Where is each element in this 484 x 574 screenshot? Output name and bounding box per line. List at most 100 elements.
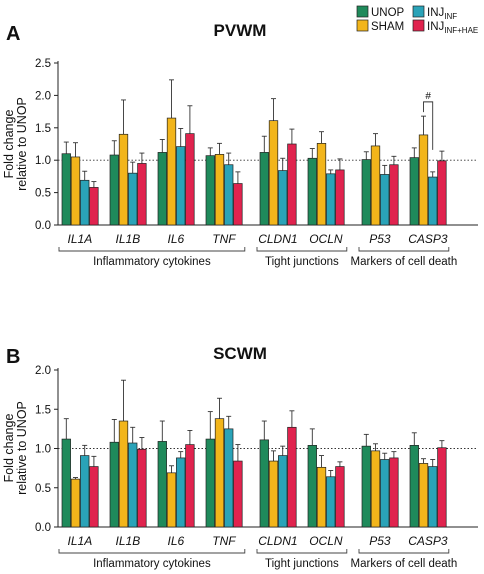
bar	[278, 170, 288, 226]
bar	[80, 455, 90, 528]
bar	[307, 157, 317, 226]
bar	[335, 466, 345, 528]
y-tick-label: 1.5	[35, 123, 51, 135]
group-bracket	[256, 247, 348, 252]
legend-label: INJINF+HAE	[427, 21, 478, 35]
group-label: Inflammatory cytokines	[93, 558, 211, 570]
bar	[70, 156, 81, 226]
category-label: CASP3	[408, 534, 448, 548]
category-label: TNF	[212, 534, 236, 548]
bar	[118, 133, 129, 226]
category-label: OCLN	[309, 534, 343, 548]
legend-label-main: INJ	[427, 21, 444, 33]
y-tick-label: 0.0	[35, 220, 51, 232]
legend-label-sub: INF	[444, 12, 457, 21]
bar	[89, 466, 99, 528]
category-label: CLDN1	[258, 232, 297, 246]
bar	[61, 438, 71, 528]
bar	[268, 460, 279, 528]
y-tick-label: 1.0	[35, 444, 51, 456]
panel-title: PVWM	[214, 21, 267, 40]
category-label: CLDN1	[258, 534, 297, 548]
group-label: Tight junctions	[265, 256, 339, 268]
category-label: IL1B	[116, 232, 141, 246]
bar	[233, 460, 243, 528]
bar	[70, 478, 81, 528]
y-tick-label: 2.0	[35, 90, 51, 102]
bar	[380, 174, 390, 226]
y-tick-label: 1.0	[35, 155, 51, 167]
legend-label-main: INJ	[427, 7, 444, 19]
category-label: P53	[369, 534, 391, 548]
bar	[205, 438, 215, 528]
group-label: Markers of cell death	[351, 558, 458, 570]
legend-label: UNOP	[371, 7, 405, 19]
bar	[409, 445, 419, 528]
legend-swatch	[412, 19, 425, 32]
legend-swatch	[356, 19, 369, 32]
group-bracket	[358, 247, 450, 252]
group-label: Markers of cell death	[351, 256, 458, 268]
bar	[214, 154, 225, 226]
y-axis-label-line: Fold change	[2, 414, 16, 483]
bar	[326, 173, 336, 226]
y-axis-label-line: Fold change	[2, 110, 16, 179]
bar	[166, 472, 177, 528]
y-axis-label: Fold change relative to UNOP	[2, 401, 29, 495]
bar	[418, 463, 429, 528]
legend-swatch	[356, 5, 369, 18]
legend-label-sub: INF+HAE	[444, 26, 478, 35]
y-tick-label: 2.5	[35, 58, 51, 70]
legend-swatch	[412, 5, 425, 18]
y-tick-label: 1.5	[35, 404, 51, 416]
category-label: CASP3	[408, 232, 448, 246]
panel-a: A PVWM Fold change relative to UNOP 0.0 0.5 1.…	[2, 21, 478, 268]
bar	[137, 163, 147, 226]
category-label: P53	[369, 232, 391, 246]
bar	[361, 445, 371, 528]
bar	[166, 117, 177, 226]
legend-label: INJINF	[427, 7, 457, 21]
category-label: IL6	[168, 534, 185, 548]
bar	[61, 153, 71, 226]
category-label: OCLN	[309, 232, 343, 246]
bar	[176, 457, 186, 528]
bars	[61, 379, 447, 528]
bar	[370, 450, 381, 528]
legend-label: SHAM	[371, 21, 404, 33]
y-tick-label: 0.5	[35, 483, 51, 495]
bar	[137, 448, 147, 528]
bar	[287, 143, 297, 226]
significance-label: #	[425, 91, 431, 102]
bar	[157, 441, 167, 528]
bar	[409, 157, 419, 226]
bar	[205, 155, 215, 226]
bar	[268, 120, 279, 226]
bar	[233, 183, 243, 226]
bars	[61, 79, 447, 226]
bar	[185, 444, 195, 528]
legend-label-main: SHAM	[371, 21, 404, 33]
bar	[224, 428, 234, 528]
bar	[428, 466, 438, 528]
significance-bracket	[423, 101, 434, 150]
y-tick-label: 0.0	[35, 522, 51, 534]
group-bracket	[256, 549, 348, 554]
group-bracket	[358, 549, 450, 554]
bar	[259, 152, 269, 226]
bar	[224, 164, 234, 226]
y-tick-label: 2.0	[35, 365, 51, 377]
bar	[185, 133, 195, 226]
category-label: IL1B	[116, 534, 141, 548]
bar	[128, 172, 138, 226]
category-label: TNF	[212, 232, 236, 246]
bar	[157, 152, 167, 226]
bar	[278, 455, 288, 528]
y-axis-label-line: relative to UNOP	[15, 401, 29, 495]
panel-letter: B	[6, 346, 20, 368]
y-axis-label-line: relative to UNOP	[15, 97, 29, 191]
bar	[316, 466, 327, 528]
bar	[214, 418, 225, 528]
